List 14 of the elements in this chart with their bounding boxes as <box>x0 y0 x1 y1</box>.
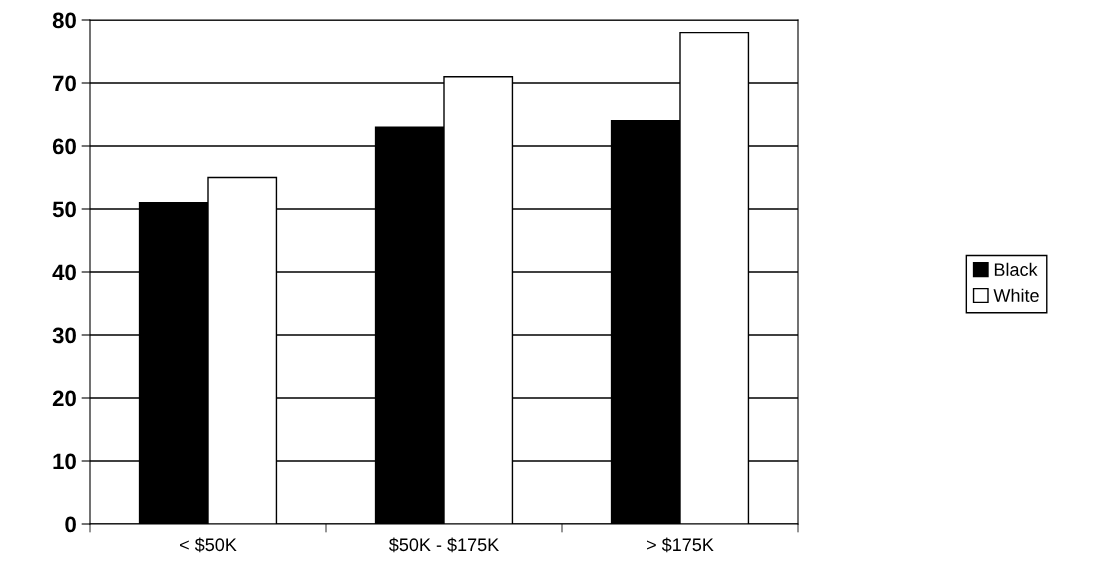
x-tick-label: $50K - $175K <box>388 537 500 553</box>
legend-label: Black <box>994 262 1038 277</box>
y-tick-label: 10 <box>53 453 76 470</box>
y-tick-label: 20 <box>52 390 76 407</box>
y-tick-label: 50 <box>52 201 76 218</box>
y-tick-label: 80 <box>52 12 76 29</box>
legend-label: White <box>993 288 1039 302</box>
y-tick-label: 40 <box>52 264 76 281</box>
x-tick-label: < $50K <box>180 537 237 553</box>
x-tick-label: > $175K <box>647 537 714 553</box>
y-tick-label: 60 <box>52 138 76 155</box>
y-tick-label: 30 <box>52 327 76 344</box>
y-tick-label: 70 <box>53 75 76 92</box>
y-tick-label: 0 <box>65 516 76 533</box>
